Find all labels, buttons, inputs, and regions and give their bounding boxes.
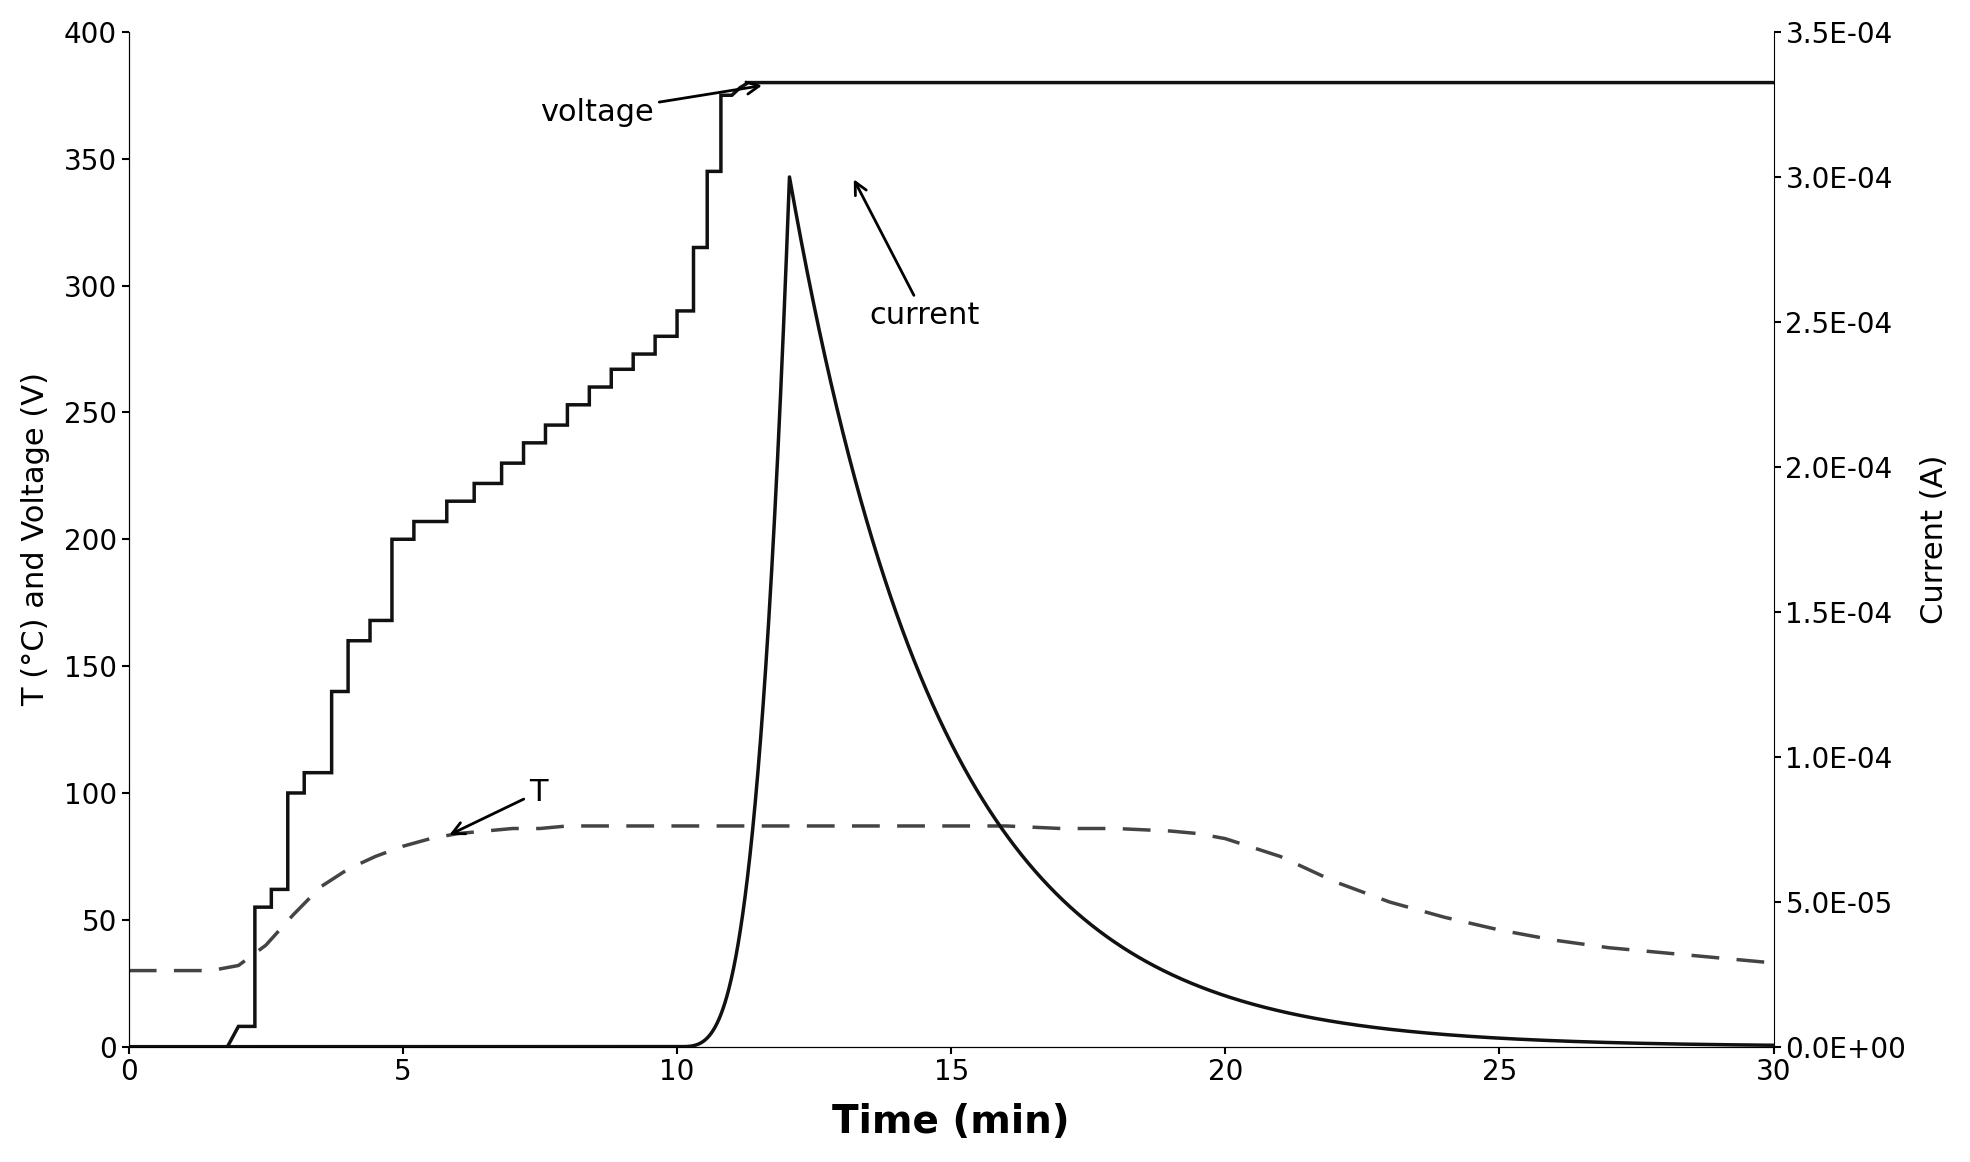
Y-axis label: T (°C) and Voltage (V): T (°C) and Voltage (V) xyxy=(22,372,49,706)
X-axis label: Time (min): Time (min) xyxy=(833,1103,1070,1141)
Text: T: T xyxy=(451,777,548,834)
Text: voltage: voltage xyxy=(540,83,758,127)
Text: current: current xyxy=(855,182,979,330)
Y-axis label: Current (A): Current (A) xyxy=(1921,454,1948,624)
